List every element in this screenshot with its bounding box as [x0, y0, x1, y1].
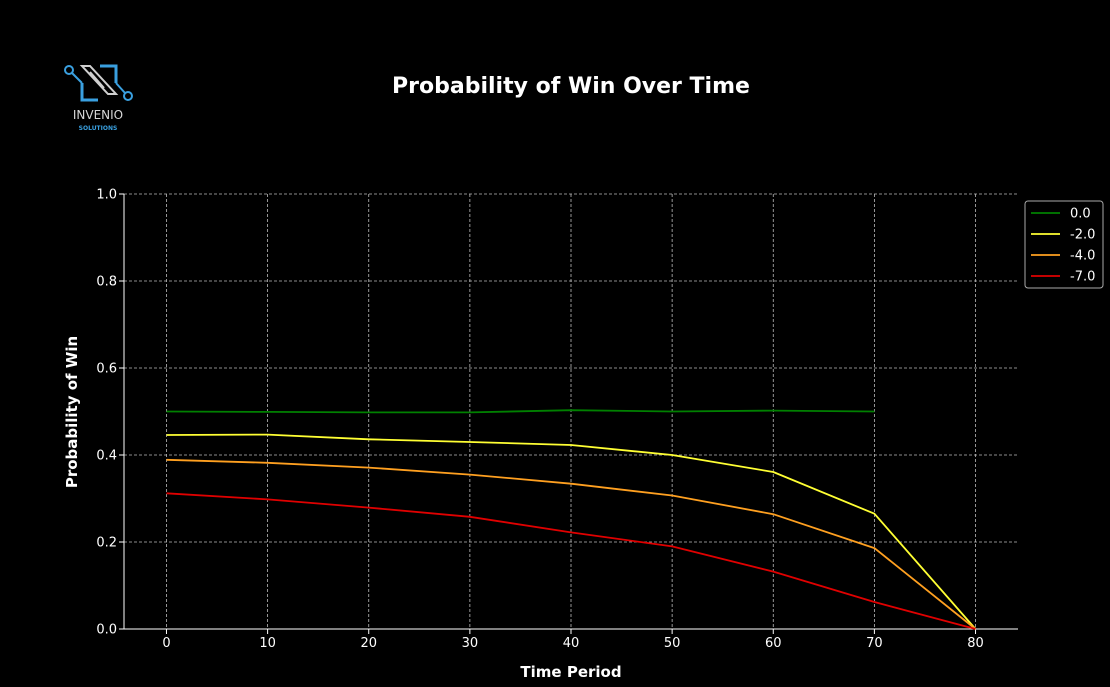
series-line-0 [166, 409, 875, 414]
y-tick-label: 0.4 [96, 449, 117, 464]
legend-label: -7.0 [1070, 270, 1095, 285]
x-tick-label: 50 [664, 636, 681, 651]
series-line-2 [166, 458, 977, 630]
legend-label: 0.0 [1070, 207, 1091, 222]
x-tick-label: 80 [967, 636, 984, 651]
y-axis-title: Probability of Win [63, 336, 81, 488]
legend-box [1024, 200, 1104, 289]
invenio-logo: INVENIO SOLUTIONS [64, 64, 133, 132]
chart-title: Probability of Win Over Time [392, 74, 750, 99]
x-tick-label: 40 [563, 636, 580, 651]
x-tick-label: 70 [866, 636, 883, 651]
logo-mark-icon [64, 64, 133, 102]
y-tick-label: 0.2 [96, 536, 117, 551]
series-lines [166, 409, 977, 630]
legend-label: -4.0 [1070, 249, 1095, 264]
x-ticks: 0 10 20 30 40 50 60 70 80 [162, 629, 984, 651]
y-ticks: 0.0 0.2 0.4 0.6 0.8 1.0 [96, 188, 124, 638]
x-tick-label: 60 [765, 636, 782, 651]
y-tick-label: 1.0 [96, 188, 117, 203]
logo-name: INVENIO [73, 108, 123, 122]
y-tick-label: 0.6 [96, 362, 117, 377]
x-tick-label: 30 [462, 636, 479, 651]
x-tick-label: 20 [360, 636, 377, 651]
legend: 0.0 -2.0 -4.0 -7.0 [1024, 200, 1104, 289]
series-line-1 [166, 433, 977, 630]
y-tick-label: 0.0 [96, 623, 117, 638]
logo-tagline: SOLUTIONS [79, 125, 118, 132]
x-tick-label: 0 [162, 636, 170, 651]
x-axis-title: Time Period [520, 663, 621, 681]
y-tick-label: 0.8 [96, 275, 117, 290]
x-tick-label: 10 [259, 636, 276, 651]
series-line-3 [166, 492, 976, 630]
legend-label: -2.0 [1070, 228, 1095, 243]
